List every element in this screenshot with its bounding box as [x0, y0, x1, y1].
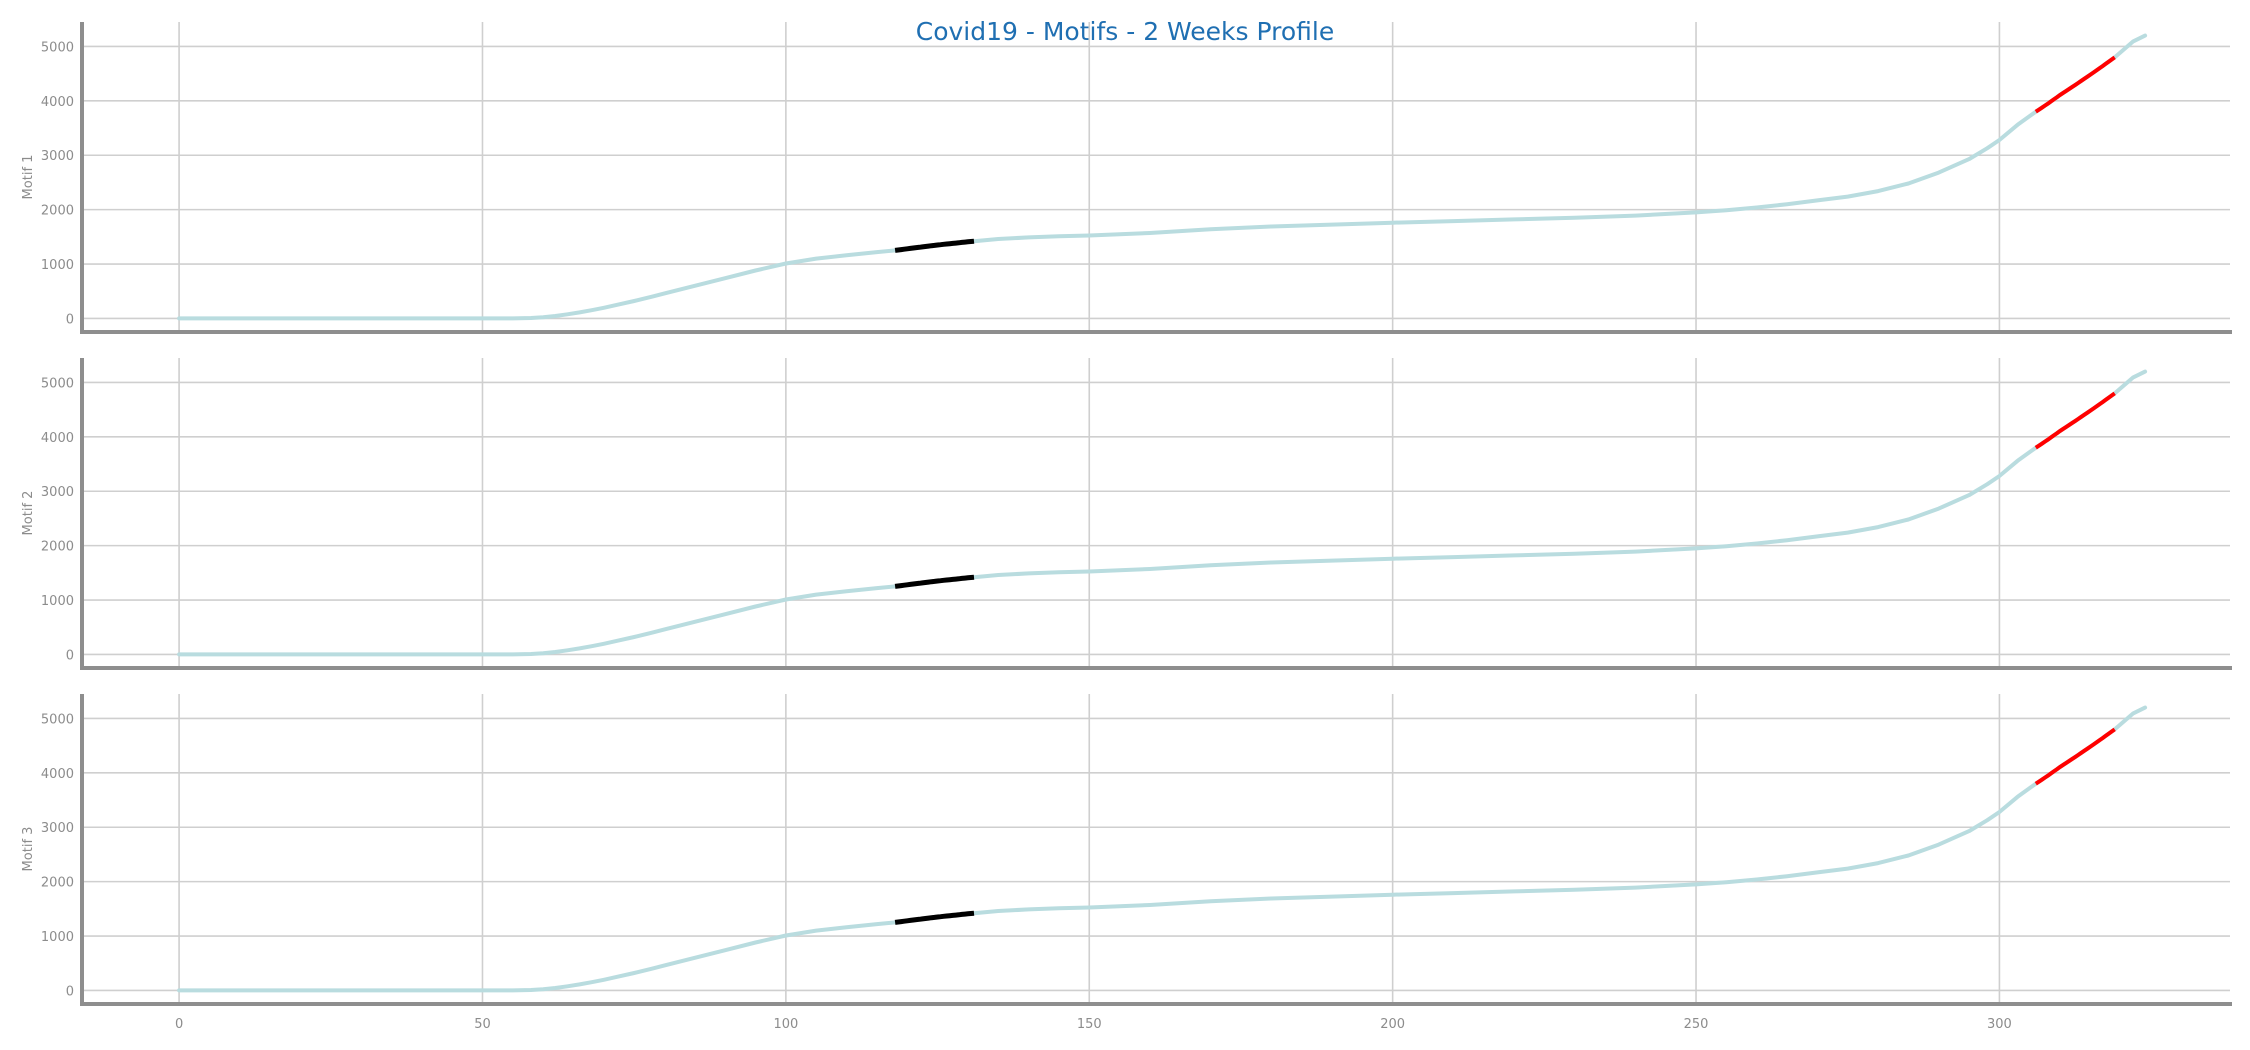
chart-title: Covid19 - Motifs - 2 Weeks Profile — [916, 17, 1335, 46]
y-tick-label: 5000 — [41, 376, 74, 391]
motif-segment — [894, 910, 975, 925]
x-tick-label: 150 — [1077, 1017, 1102, 1032]
x-tick-label: 0 — [175, 1017, 183, 1032]
y-tick-label: 0 — [66, 312, 74, 327]
y-axis-label: Motif 3 — [21, 827, 36, 872]
match-segment — [2034, 391, 2116, 450]
y-tick-label: 4000 — [41, 95, 74, 110]
panel-motif-2: 0 1000 2000 3000 4000 5000 Motif 2 — [21, 358, 2232, 670]
y-tick-label: 1000 — [41, 930, 74, 945]
panel-motif-3: 0 1000 2000 3000 4000 5000 Motif 3 0 50 100 150 200… — [21, 694, 2232, 1032]
series-line — [177, 33, 2148, 321]
motif-segment — [894, 238, 975, 253]
x-tick-label: 300 — [1987, 1017, 2012, 1032]
y-tick-label: 5000 — [41, 40, 74, 55]
x-tick-label: 50 — [474, 1017, 491, 1032]
y-tick-label: 3000 — [41, 149, 74, 164]
y-tick-label: 3000 — [41, 485, 74, 500]
y-tick-label: 0 — [66, 984, 74, 999]
y-tick-label: 0 — [66, 648, 74, 663]
y-tick-label: 4000 — [41, 767, 74, 782]
y-tick-label: 2000 — [41, 204, 74, 219]
match-segment — [2034, 727, 2116, 786]
y-tick-label: 1000 — [41, 258, 74, 273]
y-axis-label: Motif 1 — [21, 155, 36, 200]
y-tick-label: 1000 — [41, 594, 74, 609]
y-tick-label: 2000 — [41, 876, 74, 891]
x-tick-label: 100 — [773, 1017, 798, 1032]
y-tick-label: 5000 — [41, 712, 74, 727]
series-line — [177, 369, 2148, 657]
series-line — [177, 705, 2148, 993]
x-tick-label: 200 — [1380, 1017, 1405, 1032]
y-tick-label: 4000 — [41, 431, 74, 446]
y-axis-label: Motif 2 — [21, 491, 36, 536]
y-tick-label: 2000 — [41, 540, 74, 555]
x-tick-label: 250 — [1684, 1017, 1709, 1032]
y-tick-label: 3000 — [41, 821, 74, 836]
motif-segment — [894, 574, 975, 589]
panel-motif-1: 0 1000 2000 3000 4000 5000 Motif 1 — [21, 22, 2232, 334]
match-segment — [2034, 55, 2116, 114]
